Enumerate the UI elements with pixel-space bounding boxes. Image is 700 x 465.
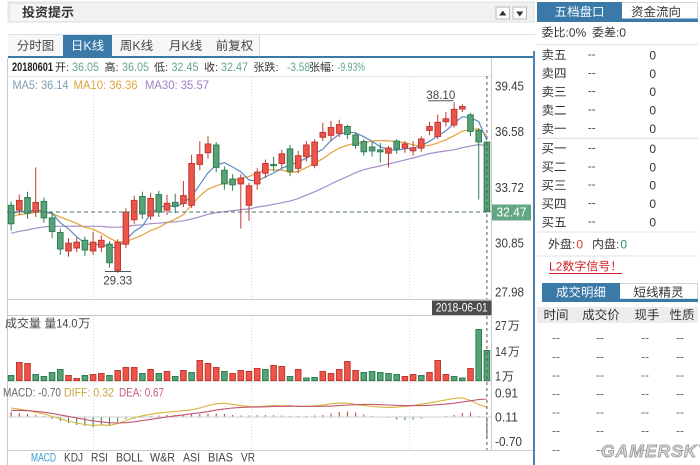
- svg-text:--: --: [676, 349, 684, 363]
- svg-text:--: --: [596, 405, 604, 419]
- svg-text:--: --: [588, 84, 596, 98]
- svg-text:--: --: [588, 196, 596, 210]
- svg-text:--: --: [552, 424, 560, 438]
- svg-text:27: 27: [495, 319, 507, 333]
- svg-text:--: --: [588, 177, 596, 191]
- svg-text:0: 0: [649, 48, 656, 62]
- svg-text:32.45: 32.45: [172, 62, 199, 74]
- svg-text:36.58: 36.58: [495, 125, 524, 139]
- svg-text:--: --: [596, 349, 604, 363]
- svg-text:BIAS: BIAS: [208, 451, 233, 465]
- svg-text:W&R: W&R: [150, 451, 175, 465]
- svg-text:-0.70: -0.70: [495, 435, 522, 449]
- svg-text:--: --: [596, 331, 604, 345]
- svg-text:--: --: [596, 442, 604, 456]
- svg-text:MA10: 36.36: MA10: 36.36: [74, 80, 138, 92]
- svg-text:RSI: RSI: [91, 451, 108, 465]
- svg-text:--: --: [596, 368, 604, 382]
- svg-text:--: --: [552, 442, 560, 456]
- svg-text:DEA: 0.67: DEA: 0.67: [119, 388, 164, 400]
- svg-text:0.11: 0.11: [495, 410, 518, 424]
- svg-text:GAMERSKY: GAMERSKY: [601, 441, 700, 461]
- svg-text:0: 0: [576, 237, 583, 251]
- svg-text:14.0: 14.0: [56, 317, 77, 331]
- svg-text:KDJ: KDJ: [64, 451, 83, 465]
- svg-text:--: --: [676, 442, 684, 456]
- svg-text:--: --: [596, 387, 604, 401]
- svg-text:38.10: 38.10: [426, 88, 455, 102]
- svg-text:MACD: MACD: [31, 451, 56, 465]
- svg-text:0: 0: [649, 197, 656, 211]
- svg-text:-9.93%: -9.93%: [338, 62, 366, 74]
- svg-text:14: 14: [495, 345, 507, 359]
- svg-text:--: --: [641, 405, 649, 419]
- svg-text:--: --: [552, 387, 560, 401]
- svg-text:--: --: [676, 368, 684, 382]
- svg-text:0.91: 0.91: [495, 386, 518, 400]
- svg-text:0: 0: [649, 179, 656, 193]
- svg-text:--: --: [676, 331, 684, 345]
- svg-text:1: 1: [495, 370, 501, 384]
- svg-text:-3.58: -3.58: [287, 62, 310, 74]
- svg-text:--: --: [588, 47, 596, 61]
- svg-text:32.47: 32.47: [221, 62, 248, 74]
- svg-text:0: 0: [649, 67, 656, 81]
- svg-text:ASI: ASI: [183, 451, 200, 465]
- svg-text:27.98: 27.98: [495, 286, 524, 300]
- svg-text:--: --: [552, 349, 560, 363]
- svg-text:2018-06-01: 2018-06-01: [436, 303, 488, 315]
- svg-text:--: --: [676, 424, 684, 438]
- svg-text:39.45: 39.45: [495, 80, 524, 94]
- svg-text:DIFF: 0.32: DIFF: 0.32: [64, 388, 114, 400]
- svg-text:--: --: [676, 387, 684, 401]
- svg-text:0: 0: [649, 142, 656, 156]
- svg-text:VR: VR: [241, 451, 255, 465]
- svg-text:0: 0: [649, 85, 656, 99]
- svg-text:--: --: [552, 405, 560, 419]
- svg-text:0: 0: [649, 104, 656, 118]
- svg-text:0: 0: [649, 216, 656, 230]
- svg-text:--: --: [588, 102, 596, 116]
- svg-text:--: --: [588, 140, 596, 154]
- svg-text:32.47: 32.47: [497, 206, 527, 220]
- svg-text:MA30: 35.57: MA30: 35.57: [145, 80, 209, 92]
- svg-text:--: --: [588, 121, 596, 135]
- svg-text:--: --: [552, 331, 560, 345]
- svg-text:36.05: 36.05: [72, 62, 99, 74]
- svg-text:20180601: 20180601: [12, 60, 53, 74]
- svg-text:--: --: [641, 331, 649, 345]
- svg-text:0: 0: [620, 237, 627, 251]
- svg-text:--: --: [676, 405, 684, 419]
- svg-text:--: --: [641, 387, 649, 401]
- svg-text:0: 0: [649, 160, 656, 174]
- svg-text:0: 0: [649, 122, 656, 136]
- svg-text:MACD: -0.70: MACD: -0.70: [3, 388, 61, 400]
- svg-text:30.85: 30.85: [495, 237, 524, 251]
- svg-text:--: --: [596, 424, 604, 438]
- svg-text:--: --: [588, 65, 596, 79]
- svg-text:--: --: [588, 214, 596, 228]
- svg-text:36.05: 36.05: [122, 62, 149, 74]
- svg-text:BOLL: BOLL: [116, 451, 143, 465]
- svg-text:--: --: [552, 368, 560, 382]
- svg-text:MA5: 36.14: MA5: 36.14: [13, 80, 70, 92]
- svg-text:--: --: [641, 424, 649, 438]
- svg-text:33.72: 33.72: [495, 181, 524, 195]
- svg-text:29.33: 29.33: [103, 274, 132, 288]
- svg-text:--: --: [641, 368, 649, 382]
- svg-text:--: --: [641, 442, 649, 456]
- svg-text:--: --: [641, 349, 649, 363]
- svg-text:--: --: [588, 159, 596, 173]
